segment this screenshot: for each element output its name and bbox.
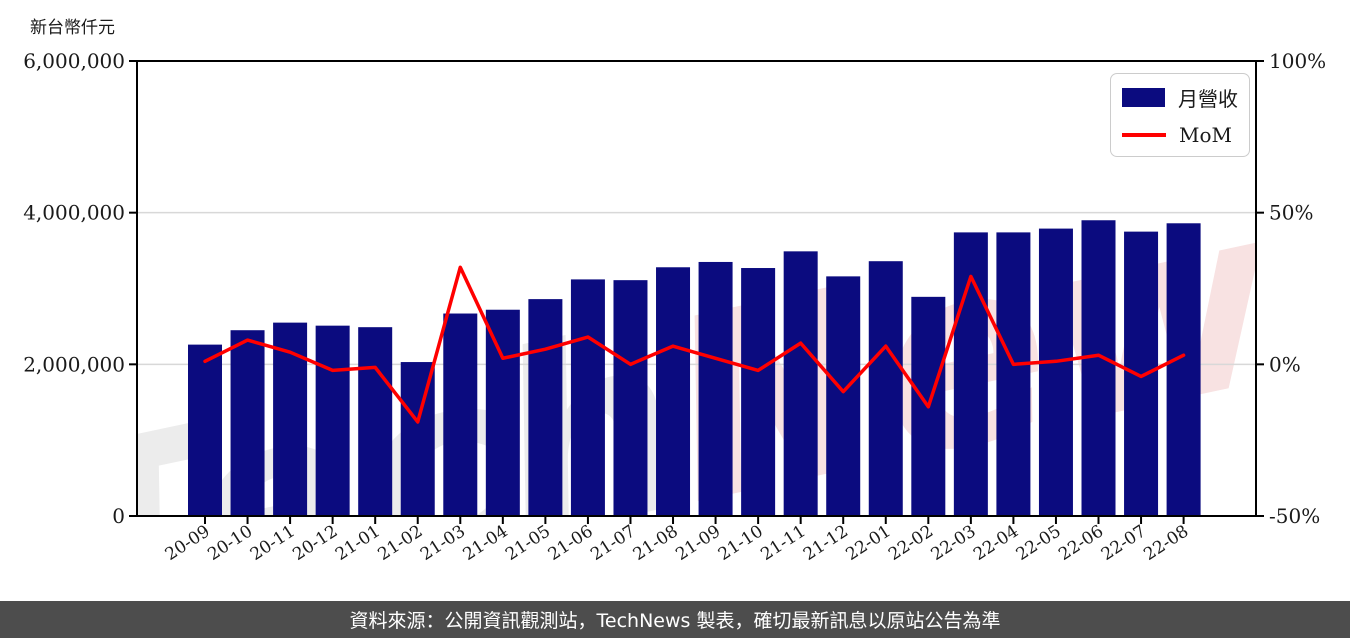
x-tick-label-22-02: 22-02 bbox=[885, 521, 937, 564]
x-tick-label-20-12: 20-12 bbox=[289, 521, 341, 564]
legend-bar-swatch bbox=[1122, 88, 1165, 107]
bar-22-08 bbox=[1166, 223, 1201, 517]
bar-21-04 bbox=[485, 309, 520, 516]
x-tick-label-21-07: 21-07 bbox=[587, 521, 639, 564]
chart-plot: TechNews02,000,0004,000,0006,000,000-50%… bbox=[23, 49, 1326, 565]
mom-line bbox=[203, 265, 1186, 424]
footer-bar: 資料來源：公開資訊觀測站，TechNews 製表，確切最新訊息以原站公告為準 bbox=[0, 601, 1350, 638]
x-tick-label-22-06: 22-06 bbox=[1055, 521, 1107, 564]
x-tick-label-21-10: 21-10 bbox=[715, 521, 767, 564]
bar-22-01 bbox=[868, 261, 903, 516]
right-tick-label-3: 100% bbox=[1269, 49, 1326, 73]
bar-22-05 bbox=[1038, 228, 1073, 516]
right-tick-label-0: -50% bbox=[1269, 504, 1320, 528]
x-tick-label-22-07: 22-07 bbox=[1098, 521, 1150, 564]
x-tick-label-21-03: 21-03 bbox=[417, 521, 469, 564]
x-tick-label-20-10: 20-10 bbox=[204, 521, 256, 564]
left-tick-label-3: 6,000,000 bbox=[23, 49, 125, 73]
bar-21-02 bbox=[400, 362, 435, 516]
x-tick-label-21-12: 21-12 bbox=[800, 521, 852, 564]
left-tick-label-2: 4,000,000 bbox=[23, 201, 125, 225]
legend-bar-label: 月營收 bbox=[1178, 87, 1238, 111]
bar-21-07 bbox=[613, 280, 648, 516]
bar-21-08 bbox=[656, 267, 691, 516]
x-tick-label-21-09: 21-09 bbox=[672, 521, 724, 564]
x-tick-label-21-06: 21-06 bbox=[545, 521, 597, 564]
bar-21-12 bbox=[826, 276, 861, 516]
revenue-bars bbox=[188, 220, 1201, 517]
y-axis-unit-label: 新台幣仟元 bbox=[30, 18, 115, 38]
bar-22-07 bbox=[1124, 231, 1159, 516]
bar-20-10 bbox=[230, 330, 265, 516]
bar-21-10 bbox=[741, 268, 776, 516]
left-tick-label-1: 2,000,000 bbox=[23, 352, 125, 376]
bar-21-06 bbox=[570, 279, 605, 516]
bar-22-06 bbox=[1081, 220, 1116, 516]
legend-row-mom: MoM bbox=[1122, 123, 1238, 147]
x-tick-label-21-08: 21-08 bbox=[630, 521, 682, 564]
x-tick-label-22-03: 22-03 bbox=[928, 521, 980, 564]
bar-22-04 bbox=[996, 232, 1031, 516]
x-tick-label-21-01: 21-01 bbox=[332, 521, 384, 564]
bar-21-01 bbox=[358, 327, 393, 516]
footer-text: 資料來源：公開資訊觀測站，TechNews 製表，確切最新訊息以原站公告為準 bbox=[349, 610, 1001, 632]
legend-line-label: MoM bbox=[1179, 123, 1232, 147]
right-tick-label-2: 50% bbox=[1269, 201, 1313, 225]
bar-20-12 bbox=[315, 325, 350, 516]
bar-20-09 bbox=[188, 344, 222, 516]
legend: 月營收 MoM bbox=[1110, 73, 1250, 157]
bar-21-11 bbox=[783, 251, 818, 516]
bar-20-11 bbox=[273, 322, 308, 516]
x-tick-label-20-09: 20-09 bbox=[162, 521, 214, 564]
x-tick-label-22-04: 22-04 bbox=[970, 521, 1022, 564]
x-tick-label-22-05: 22-05 bbox=[1013, 521, 1065, 564]
bar-21-09 bbox=[698, 261, 733, 516]
x-tick-label-21-11: 21-11 bbox=[757, 521, 809, 564]
bar-21-05 bbox=[528, 299, 563, 516]
legend-line-swatch bbox=[1122, 133, 1166, 137]
left-tick-label-0: 0 bbox=[112, 504, 125, 528]
bar-21-03 bbox=[443, 313, 478, 516]
x-tick-label-22-01: 22-01 bbox=[842, 521, 894, 564]
legend-row-revenue: 月營收 bbox=[1122, 83, 1238, 112]
plot-border bbox=[136, 60, 1257, 517]
x-tick-label-21-04: 21-04 bbox=[460, 521, 512, 564]
x-tick-label-21-02: 21-02 bbox=[374, 521, 426, 564]
x-tick-label-21-05: 21-05 bbox=[502, 521, 554, 564]
x-tick-label-20-11: 20-11 bbox=[247, 521, 299, 564]
x-tick-label-22-08: 22-08 bbox=[1140, 521, 1192, 564]
right-tick-label-1: 0% bbox=[1269, 352, 1301, 376]
